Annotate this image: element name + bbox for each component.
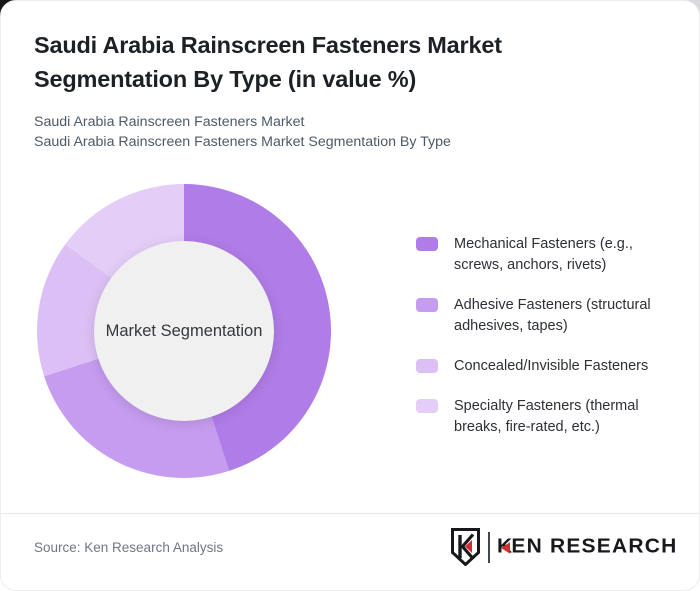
source-text: Source: Ken Research Analysis — [34, 540, 224, 555]
legend-label: Specialty Fasteners (thermal breaks, fir… — [454, 398, 639, 435]
ken-research-logo: K EN RESEARCH — [450, 527, 677, 567]
legend-label: Concealed/Invisible Fasteners — [454, 358, 649, 374]
page-title-line-2: Segmentation By Type (in value %) — [34, 66, 417, 92]
donut-center: Market Segmentation — [94, 241, 274, 421]
logo-shield-icon — [451, 528, 480, 566]
legend-label: Adhesive Fasteners (structural adhesives… — [454, 297, 651, 334]
legend-swatch — [416, 399, 438, 413]
legend-label: Mechanical Fasteners (e.g., screws, anch… — [454, 236, 633, 273]
chart-legend: Mechanical Fasteners (e.g., screws, anch… — [416, 234, 668, 438]
page-title-line-1: Saudi Arabia Rainscreen Fasteners Market — [34, 32, 502, 58]
donut-center-label: Market Segmentation — [105, 321, 263, 340]
chart-subtitle-2: Saudi Arabia Rainscreen Fasteners Market… — [34, 133, 451, 150]
chart-subtitles: Saudi Arabia Rainscreen Fasteners Market… — [34, 113, 451, 152]
logo-divider — [488, 531, 490, 563]
legend-swatch — [416, 237, 438, 251]
chart-subtitle-1: Saudi Arabia Rainscreen Fasteners Market — [34, 114, 305, 130]
legend-item: Specialty Fasteners (thermal breaks, fir… — [416, 396, 668, 438]
donut-chart: Market Segmentation — [37, 184, 331, 478]
footer-divider — [1, 513, 699, 514]
logo-red-triangle-icon — [501, 541, 511, 554]
page-title: Saudi Arabia Rainscreen Fasteners Market… — [34, 28, 568, 96]
legend-swatch — [416, 359, 438, 373]
legend-item: Mechanical Fasteners (e.g., screws, anch… — [416, 234, 668, 276]
legend-item: Adhesive Fasteners (structural adhesives… — [416, 295, 668, 337]
legend-swatch — [416, 298, 438, 312]
logo-wordmark: K EN RESEARCH — [497, 536, 677, 559]
logo-text-rest: EN RESEARCH — [511, 535, 678, 558]
legend-item: Concealed/Invisible Fasteners — [416, 356, 668, 377]
